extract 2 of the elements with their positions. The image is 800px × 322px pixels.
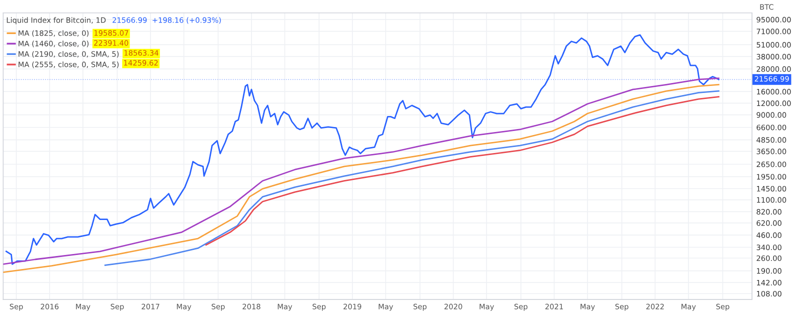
line-series xyxy=(205,96,720,246)
line-series xyxy=(104,90,720,266)
